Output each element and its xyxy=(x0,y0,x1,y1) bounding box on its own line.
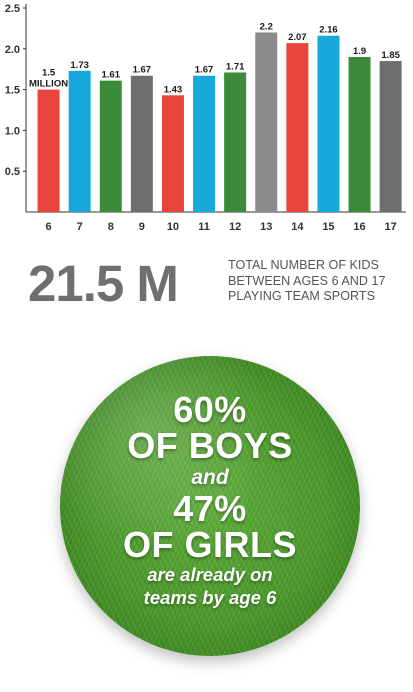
callout-text: 60% OF BOYS and 47% OF GIRLS are already… xyxy=(60,392,360,609)
y-tick-label: 2.0 xyxy=(5,44,20,56)
y-tick-label: 1.0 xyxy=(5,125,20,137)
x-tick-label: 8 xyxy=(108,221,114,233)
y-tick-label: 1.5 xyxy=(5,85,20,97)
callout-line-2: teams by age 6 xyxy=(143,587,277,608)
bar-age-6 xyxy=(37,89,60,212)
bar-value-label: 1.67 xyxy=(195,65,214,76)
bar-value-label: 1.9 xyxy=(353,46,366,57)
bar-unit-label: MILLION xyxy=(29,79,68,90)
total-kids-stat: 21.5 M Total number of kids between ages… xyxy=(28,252,398,312)
bar-value-label: 1.73 xyxy=(70,60,89,71)
x-tick-label: 12 xyxy=(229,221,241,233)
bar-value-label: 1.61 xyxy=(102,70,121,81)
bar-age-17 xyxy=(379,61,402,212)
x-tick-label: 13 xyxy=(260,221,272,233)
boys-percent: 60% xyxy=(173,389,247,430)
bar-value-label: 2.16 xyxy=(319,25,338,36)
bar-value-label: 1.43 xyxy=(164,84,183,95)
x-tick-label: 15 xyxy=(322,221,334,233)
bar-age-10 xyxy=(161,95,184,212)
bar-age-12 xyxy=(224,72,247,213)
bar-value-label: 1.67 xyxy=(133,65,152,76)
bar-age-11 xyxy=(193,75,216,212)
bar-value-label: 1.85 xyxy=(381,50,400,61)
bar-chart: 0.51.01.52.02.51.5MILLION61.7371.6181.67… xyxy=(5,3,406,233)
girls-label: OF GIRLS xyxy=(123,524,297,565)
bar-value-label: 1.5 xyxy=(42,68,56,79)
callout-line-1: are already on xyxy=(147,564,273,585)
x-tick-label: 7 xyxy=(77,221,83,233)
chart-bars xyxy=(37,32,402,213)
x-tick-label: 9 xyxy=(139,221,145,233)
bar-value-label: 2.07 xyxy=(288,32,307,43)
bar-age-14 xyxy=(286,43,309,213)
x-tick-label: 16 xyxy=(353,221,365,233)
x-tick-label: 14 xyxy=(291,221,304,233)
bar-age-8 xyxy=(99,80,122,213)
bar-age-7 xyxy=(68,70,91,212)
x-tick-label: 10 xyxy=(167,221,179,233)
x-tick-label: 11 xyxy=(198,221,210,233)
grass-circle-callout: 60% OF BOYS and 47% OF GIRLS are already… xyxy=(60,356,360,656)
stat-value: 21.5 M xyxy=(28,255,179,312)
chart-labels: 0.51.01.52.02.51.5MILLION61.7371.6181.67… xyxy=(5,3,401,233)
bar-age-16 xyxy=(348,56,371,213)
bar-value-label: 2.2 xyxy=(260,21,273,32)
x-tick-label: 17 xyxy=(385,221,397,233)
bar-age-15 xyxy=(317,35,340,212)
y-tick-label: 2.5 xyxy=(5,3,20,15)
stat-caption: Total number of kids between ages 6 and … xyxy=(228,258,386,303)
bar-age-13 xyxy=(255,32,278,213)
bar-value-label: 1.71 xyxy=(226,61,245,72)
x-tick-label: 6 xyxy=(45,221,51,233)
girls-percent: 47% xyxy=(173,488,247,529)
and-word: and xyxy=(191,466,229,489)
boys-label: OF BOYS xyxy=(127,425,293,466)
y-tick-label: 0.5 xyxy=(5,166,20,178)
bar-age-9 xyxy=(130,75,153,212)
